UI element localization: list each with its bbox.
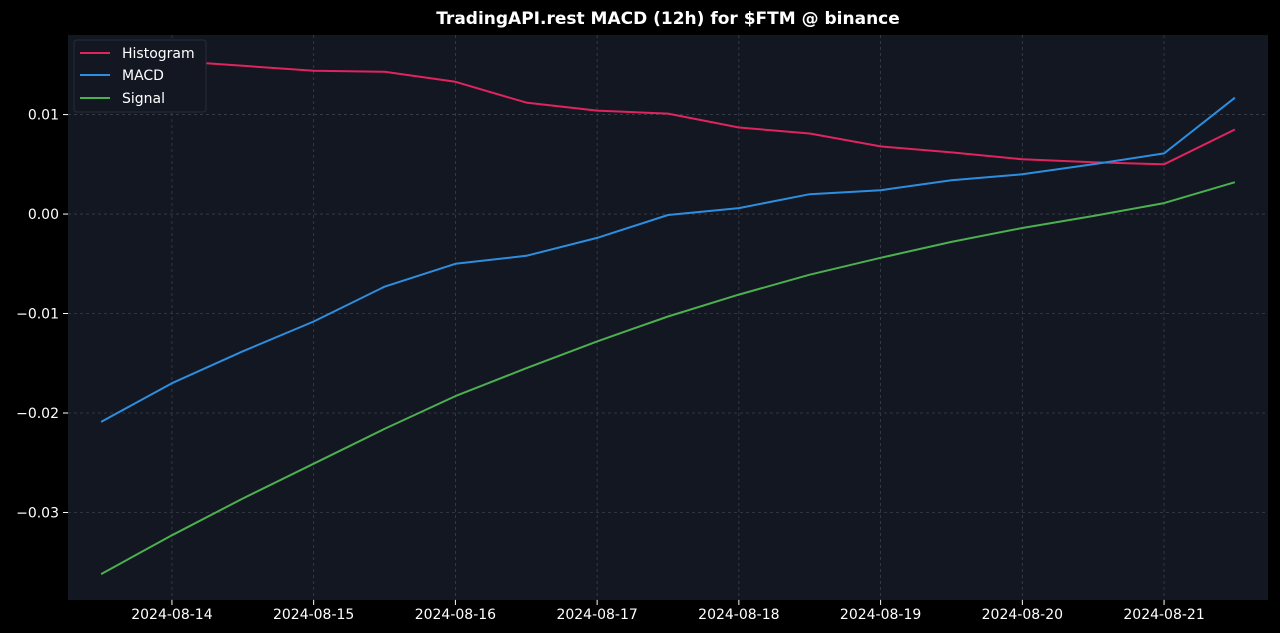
- legend-box: [73, 39, 207, 113]
- legend-label-macd: MACD: [122, 68, 164, 84]
- series-lines: [100, 55, 1236, 575]
- series-line-signal: [100, 181, 1236, 575]
- x-tick-label-1: 2024-08-15: [273, 607, 354, 623]
- legend-label-signal: Signal: [122, 91, 165, 107]
- series-line-histogram: [101, 55, 1236, 166]
- legend-label-histogram: Histogram: [122, 46, 195, 62]
- x-tick-label-2: 2024-08-16: [415, 607, 496, 623]
- y-tick-label-4: −0.03: [16, 505, 59, 521]
- x-tick-label-6: 2024-08-20: [982, 607, 1063, 623]
- x-tick-label-4: 2024-08-18: [698, 607, 779, 623]
- y-tick-label-3: −0.02: [16, 406, 59, 422]
- y-tick-label-2: −0.01: [16, 307, 59, 323]
- y-axis: 0.01 0.00 −0.01 −0.02 −0.03: [16, 108, 68, 521]
- x-tick-label-5: 2024-08-19: [840, 607, 921, 623]
- y-tick-label-1: 0.00: [28, 207, 59, 223]
- y-tick-label-0: 0.01: [28, 108, 59, 124]
- legend: Histogram MACD Signal: [73, 39, 207, 113]
- series-line-macd: [100, 96, 1236, 423]
- x-tick-label-7: 2024-08-21: [1123, 607, 1204, 623]
- chart-title: TradingAPI.rest MACD (12h) for $FTM @ bi…: [436, 9, 900, 29]
- x-tick-label-3: 2024-08-17: [556, 607, 637, 623]
- x-axis: 2024-08-14 2024-08-15 2024-08-16 2024-08-17…: [131, 600, 1205, 623]
- x-tick-label-0: 2024-08-14: [131, 607, 212, 623]
